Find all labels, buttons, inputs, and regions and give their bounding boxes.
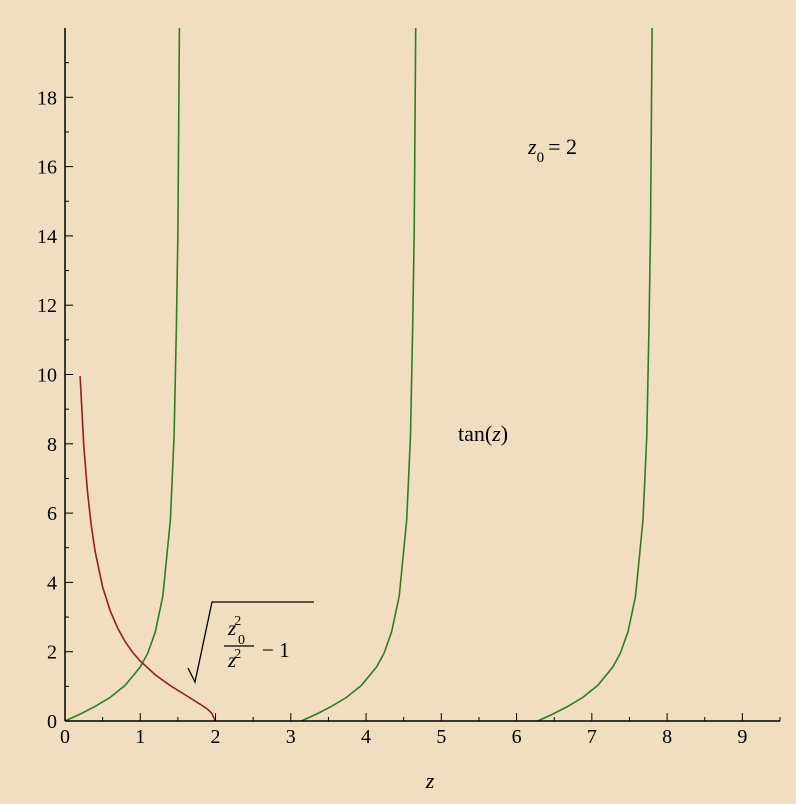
tan-curve-branch-3 (537, 27, 653, 722)
sqrt-minus-one: − 1 (262, 638, 290, 662)
y-tick-label: 10 (37, 365, 57, 387)
tan-curve-branch-2 (300, 27, 417, 722)
y-tick-label: 8 (47, 434, 57, 456)
x-tick-label: 2 (211, 726, 221, 748)
sqrt-denominator: z2 (227, 647, 241, 672)
y-tick-label: 0 (47, 711, 57, 733)
x-tick-label: 0 (60, 726, 70, 748)
y-tick-label: 6 (47, 503, 57, 525)
series-layer (64, 27, 653, 722)
y-tick-label: 12 (37, 295, 57, 317)
x-tick-label: 4 (361, 726, 371, 748)
tan-curve-branch-1 (64, 27, 181, 722)
tan-annotation: tan(z) (458, 421, 508, 446)
radical-sign (187, 601, 314, 684)
y-tick-label: 18 (37, 87, 57, 109)
sqrt-numerator: z2 (227, 614, 241, 640)
sqrt-numerator-sub: 0 (238, 633, 245, 648)
sqrt-annotation: z2 0 z2 − 1 (187, 601, 314, 684)
x-tick-label: 8 (662, 726, 672, 748)
y-tick-label: 4 (47, 572, 57, 594)
x-tick-label: 5 (436, 726, 446, 748)
y-tick-label: 16 (37, 157, 57, 179)
x-tick-label: 9 (737, 726, 747, 748)
x-tick-label: 3 (286, 726, 296, 748)
x-tick-label: 7 (587, 726, 597, 748)
x-tick-label: 1 (135, 726, 145, 748)
y-tick-label: 14 (37, 226, 57, 248)
x-axis-label: z (425, 768, 435, 793)
parameter-annotation: z0 = 2 (527, 134, 577, 166)
x-ticks: 0 1 2 3 4 5 6 7 8 9 (60, 713, 781, 748)
y-tick-label: 2 (47, 642, 57, 664)
y-ticks: 0 2 4 6 8 10 12 14 16 18 (37, 62, 73, 733)
x-tick-label: 6 (512, 726, 522, 748)
sqrt-curve-branch-1 (79, 376, 217, 722)
